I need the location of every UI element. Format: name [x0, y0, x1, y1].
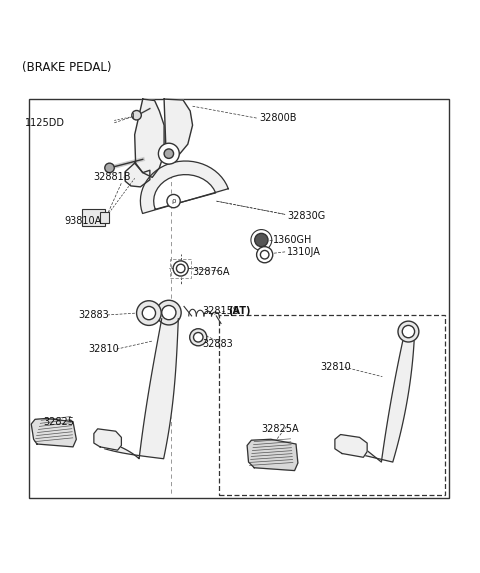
- Circle shape: [162, 305, 176, 320]
- Text: 1360GH: 1360GH: [273, 235, 312, 245]
- Text: 32825: 32825: [43, 417, 74, 427]
- Text: 1310JA: 1310JA: [288, 247, 321, 257]
- Polygon shape: [105, 319, 179, 459]
- Text: (BRAKE PEDAL): (BRAKE PEDAL): [22, 61, 111, 74]
- Text: 32830G: 32830G: [288, 211, 326, 221]
- Bar: [29, 99, 449, 497]
- Circle shape: [142, 307, 156, 320]
- Circle shape: [255, 233, 268, 246]
- Text: 32876A: 32876A: [192, 267, 230, 277]
- Bar: [219, 315, 445, 495]
- Polygon shape: [164, 99, 192, 163]
- Bar: [170, 259, 191, 278]
- Circle shape: [156, 300, 181, 325]
- Circle shape: [261, 250, 269, 259]
- Text: 32810: 32810: [88, 344, 119, 354]
- Circle shape: [402, 325, 415, 337]
- Bar: [83, 209, 105, 226]
- Text: 32883: 32883: [202, 339, 233, 350]
- Circle shape: [257, 246, 273, 263]
- Text: ρ: ρ: [171, 198, 176, 204]
- Polygon shape: [356, 341, 414, 462]
- Text: 32825A: 32825A: [261, 424, 299, 434]
- Circle shape: [105, 163, 114, 172]
- Circle shape: [158, 143, 179, 164]
- Polygon shape: [135, 99, 164, 178]
- Text: 32800B: 32800B: [259, 113, 297, 123]
- Circle shape: [177, 264, 185, 273]
- Text: 32810: 32810: [321, 362, 351, 372]
- Circle shape: [173, 261, 188, 276]
- Text: 32883: 32883: [79, 310, 109, 320]
- Circle shape: [132, 111, 141, 120]
- Text: 1125DD: 1125DD: [24, 118, 64, 128]
- Polygon shape: [335, 434, 367, 457]
- Circle shape: [164, 149, 174, 158]
- Text: 32815S: 32815S: [202, 306, 239, 316]
- Circle shape: [398, 321, 419, 342]
- Bar: [100, 213, 108, 223]
- Text: 32881B: 32881B: [93, 172, 131, 182]
- Circle shape: [193, 332, 203, 342]
- Text: 93810A: 93810A: [64, 216, 102, 226]
- Polygon shape: [140, 161, 228, 214]
- Circle shape: [190, 329, 207, 346]
- Circle shape: [137, 301, 161, 325]
- Polygon shape: [125, 163, 150, 187]
- Text: (AT): (AT): [228, 306, 251, 316]
- Circle shape: [167, 194, 180, 208]
- Polygon shape: [94, 429, 121, 450]
- Polygon shape: [247, 439, 298, 470]
- Polygon shape: [31, 418, 76, 447]
